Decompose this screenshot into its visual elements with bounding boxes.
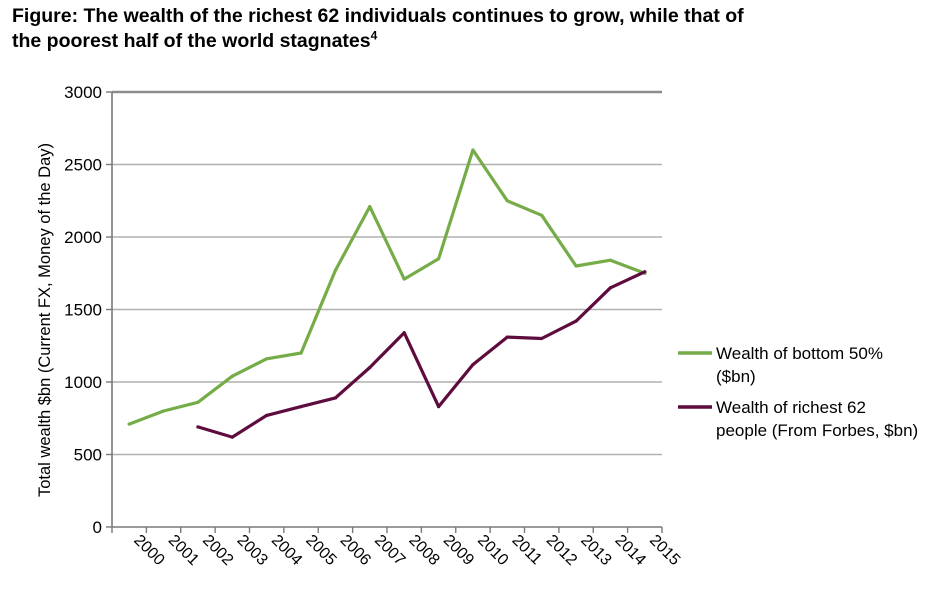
x-tick-label: 2004 — [268, 532, 305, 569]
series-line-1 — [127, 148, 647, 426]
x-tick-label: 2013 — [577, 532, 614, 569]
x-tick-label: 2006 — [337, 532, 374, 569]
y-tick-label: 2000 — [64, 228, 102, 247]
y-tick-label: 0 — [93, 518, 102, 537]
x-tick-label: 2011 — [508, 532, 544, 568]
data-point — [436, 257, 441, 261]
data-point — [299, 351, 303, 355]
legend-label: Wealth of richest 62 — [716, 398, 866, 417]
data-point — [608, 258, 613, 262]
x-tick-label: 2008 — [405, 532, 442, 569]
gridlines — [112, 90, 662, 456]
data-point — [299, 405, 303, 409]
data-point — [368, 204, 372, 209]
x-tick-label: 2005 — [302, 532, 339, 569]
x-tick-label: 2015 — [646, 532, 683, 569]
x-tick-label: 2009 — [440, 532, 477, 569]
data-point — [333, 396, 338, 400]
footnote-marker: 4 — [370, 28, 378, 43]
data-point — [540, 336, 544, 341]
x-tick-label: 2000 — [130, 532, 167, 569]
data-point — [127, 422, 131, 426]
x-tick-label: 2002 — [199, 532, 236, 569]
data-point — [574, 264, 578, 268]
data-point — [471, 363, 475, 367]
data-point — [436, 405, 441, 409]
data-point — [574, 319, 578, 323]
data-point — [230, 435, 234, 439]
data-point — [265, 413, 269, 417]
data-point — [608, 286, 613, 290]
y-tick-label: 1500 — [64, 301, 102, 320]
axes — [106, 91, 663, 533]
data-point — [196, 400, 200, 404]
series-lines — [127, 148, 647, 439]
y-tick-label: 500 — [74, 446, 102, 465]
data-point — [471, 148, 475, 152]
y-tick-label: 1000 — [64, 373, 102, 392]
data-point — [402, 277, 406, 281]
title-line-1: Figure: The wealth of the richest 62 ind… — [12, 5, 744, 27]
legend-label: Wealth of bottom 50% — [716, 344, 883, 363]
data-point — [643, 270, 647, 274]
x-tick-label: 2012 — [543, 532, 580, 569]
data-point — [505, 335, 509, 339]
data-point — [161, 409, 166, 413]
x-tick-label: 2014 — [612, 532, 649, 569]
data-point — [368, 365, 372, 370]
data-point — [333, 268, 338, 272]
x-tick-label: 2001 — [165, 532, 202, 569]
data-point — [196, 425, 200, 429]
y-tick-label: 3000 — [64, 83, 102, 102]
legend-label: ($bn) — [716, 367, 756, 386]
data-point — [265, 357, 269, 361]
y-tick-labels: 0 500 1000 1500 2000 2500 3000 — [64, 83, 102, 537]
data-point — [505, 199, 509, 203]
legend: Wealth of bottom 50% ($bn) Wealth of riche… — [678, 344, 918, 440]
x-tick-label: 2003 — [233, 532, 270, 569]
x-tick-label: 2007 — [371, 532, 408, 569]
y-axis-title: Total wealth $bn (Current FX, Money of t… — [36, 143, 54, 497]
title-line-2: the poorest half of the world stagnates — [12, 30, 371, 52]
figure-title: Figure: The wealth of the richest 62 ind… — [12, 4, 912, 54]
x-tick-label: 2010 — [474, 532, 511, 569]
y-tick-label: 2500 — [64, 156, 102, 175]
data-point — [402, 331, 406, 335]
x-tick-labels: 2000200120022003200420052006200720082009… — [130, 532, 683, 569]
legend-label: people (From Forbes, $bn) — [716, 421, 918, 440]
series-line-2 — [196, 270, 647, 439]
data-point — [230, 374, 234, 378]
data-point — [540, 213, 544, 217]
